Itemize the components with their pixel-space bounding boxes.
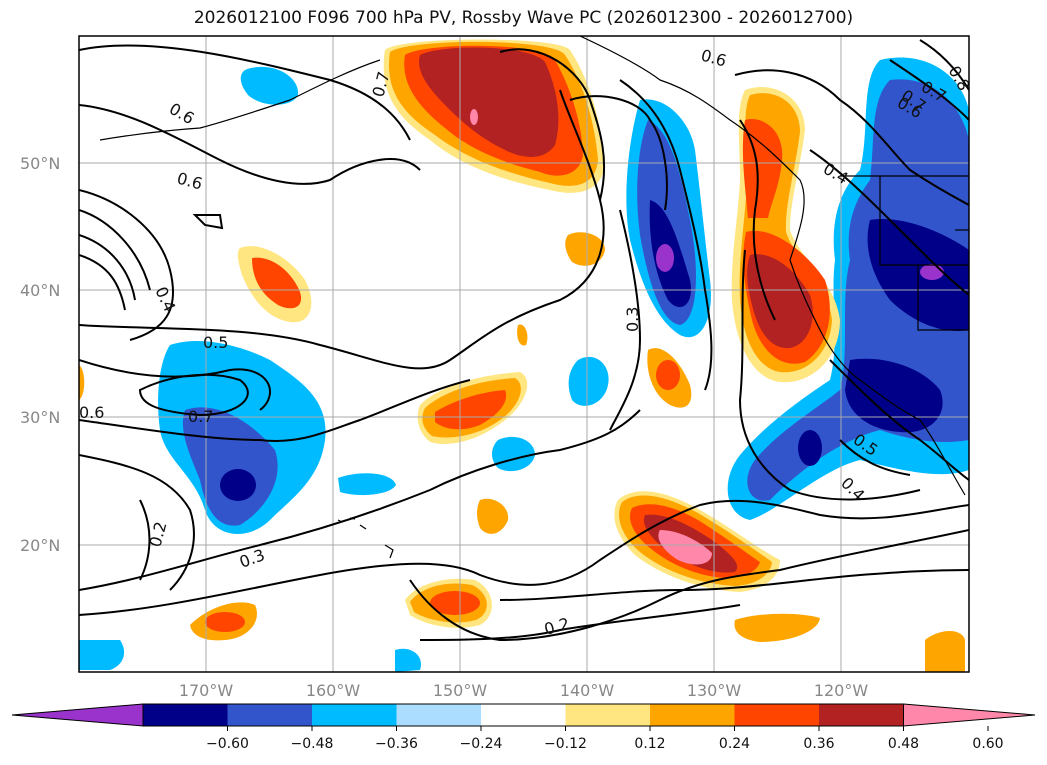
negative-anomaly-fields <box>79 57 969 672</box>
contour-label: 0.5 <box>203 333 228 352</box>
lon-label-140w: 140°W <box>560 681 615 700</box>
colorbar-extend-low <box>11 703 144 727</box>
lon-label-160w: 160°W <box>306 681 361 700</box>
colorbar-segment <box>819 704 904 726</box>
lon-label-120w: 120°W <box>814 681 869 700</box>
colorbar-tick-label: 0.60 <box>972 736 1003 752</box>
colorbar-tick-label: 0.48 <box>888 736 919 752</box>
colorbar-tick-label: −0.60 <box>206 736 249 752</box>
colorbar-segment <box>565 704 651 726</box>
lon-label-170w: 170°W <box>179 681 234 700</box>
lon-label-150w: 150°W <box>433 681 488 700</box>
colorbar-segment <box>734 704 820 726</box>
map-frame <box>78 35 970 673</box>
colorbar: −0.60 −0.48 −0.36 −0.24 −0.12 0.12 0.24 0.36 0.4… <box>11 703 1036 752</box>
lat-label-50n: 50°N <box>20 154 60 173</box>
colorbar-segment <box>481 704 566 726</box>
lon-label-130w: 130°W <box>687 681 742 700</box>
positive-anomaly-fields <box>79 39 965 672</box>
colorbar-segment <box>396 704 482 726</box>
lat-label-20n: 20°N <box>20 536 60 555</box>
colorbar-frame <box>142 703 904 727</box>
contour-label: 0.3 <box>623 307 642 332</box>
colorbar-segment <box>650 704 735 726</box>
colorbar-segment <box>227 704 313 726</box>
contour-label: 0.6 <box>79 403 104 422</box>
colorbar-tick-label: 0.36 <box>803 736 834 752</box>
colorbar-tick-label: −0.36 <box>375 736 418 752</box>
colorbar-segment <box>143 704 228 726</box>
colorbar-segment <box>312 704 397 726</box>
latitude-labels: 50°N 40°N 30°N 20°N <box>20 154 60 555</box>
colorbar-tick-label: −0.12 <box>544 736 587 752</box>
longitude-labels: 170°W 160°W 150°W 140°W 130°W 120°W <box>179 681 869 700</box>
lat-label-40n: 40°N <box>20 281 60 300</box>
colorbar-extend-high <box>903 703 1036 727</box>
contour-label: 0.7 <box>188 407 213 426</box>
colorbar-tick-label: 0.12 <box>634 736 665 752</box>
map-plot-area: 0.6 0.6 0.7 0.6 0.4 0.5 0.7 0.6 0.3 0.2 … <box>79 36 969 672</box>
colorbar-tick-label: 0.24 <box>719 736 750 752</box>
colorbar-tick-label: −0.24 <box>460 736 503 752</box>
lat-label-30n: 30°N <box>20 408 60 427</box>
pv-contours <box>79 39 969 642</box>
map-title: 2026012100 F096 700 hPa PV, Rossby Wave … <box>193 8 854 28</box>
colorbar-tick-label: −0.48 <box>291 736 334 752</box>
